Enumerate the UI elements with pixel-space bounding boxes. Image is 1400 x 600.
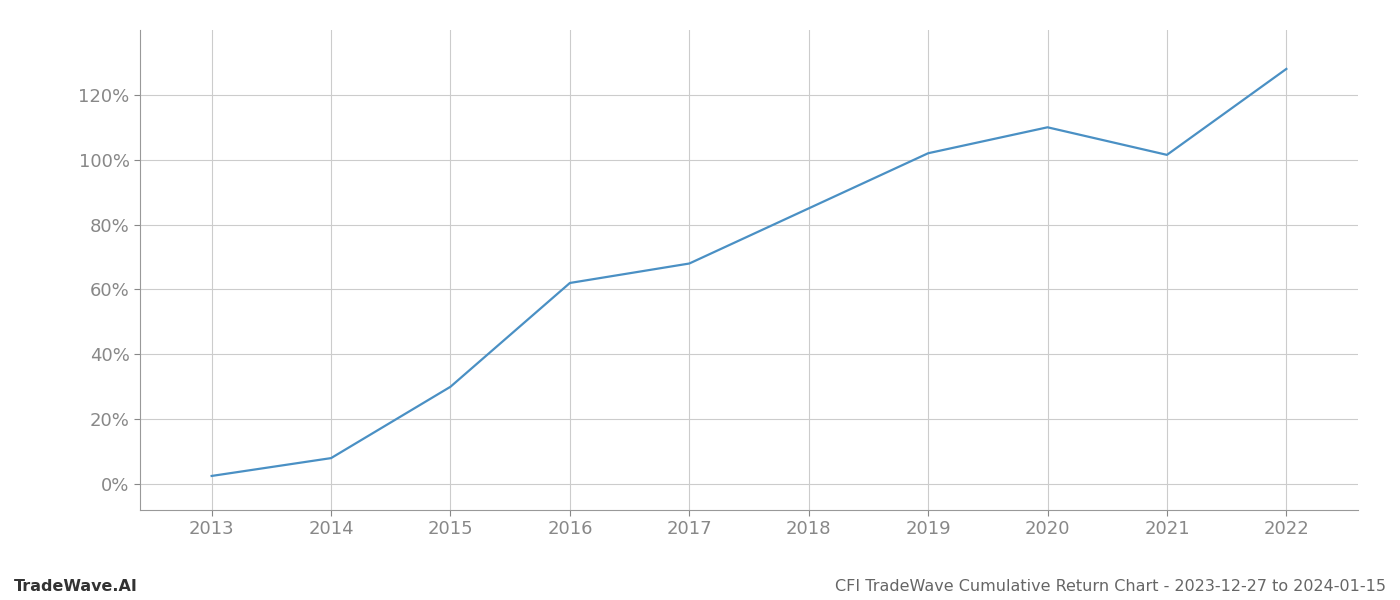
- Text: TradeWave.AI: TradeWave.AI: [14, 579, 137, 594]
- Text: CFI TradeWave Cumulative Return Chart - 2023-12-27 to 2024-01-15: CFI TradeWave Cumulative Return Chart - …: [834, 579, 1386, 594]
